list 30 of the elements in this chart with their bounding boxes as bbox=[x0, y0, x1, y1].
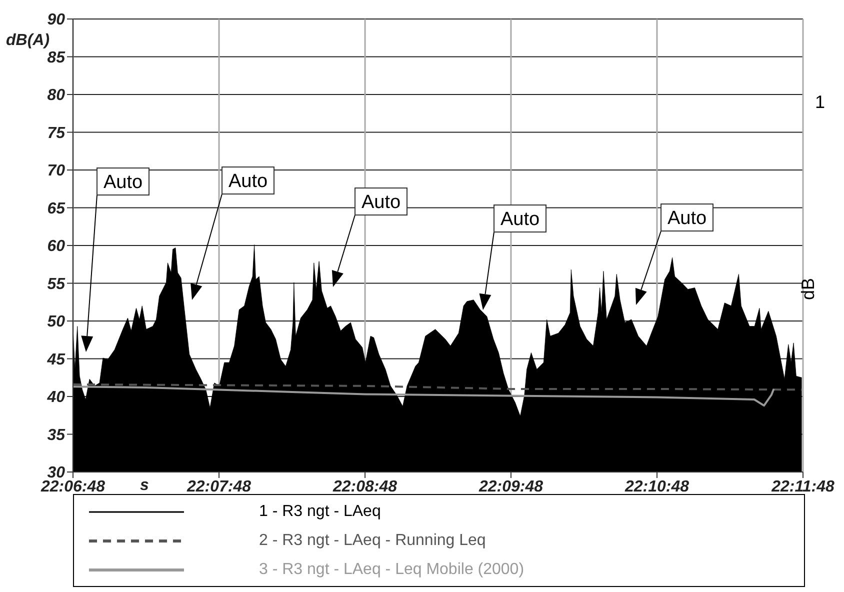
annotation: Auto bbox=[228, 171, 268, 192]
x-axis-title: s bbox=[140, 477, 149, 495]
y-axis-title: dB(A) bbox=[6, 32, 50, 50]
y-tick-label: 80 bbox=[47, 87, 66, 104]
series-label: 1 - R3 ngt - LAeq bbox=[259, 502, 381, 520]
x-tick-label: 22:06:48 bbox=[40, 478, 106, 496]
y-tick-label: 50 bbox=[47, 314, 66, 331]
x-tick-label: 22:09:48 bbox=[478, 478, 544, 496]
y-tick-label: 40 bbox=[46, 389, 66, 406]
x-tick-label: 22:07:48 bbox=[186, 478, 252, 496]
line-series bbox=[73, 386, 775, 407]
y-tick-label: 75 bbox=[47, 124, 66, 142]
y-tick-label: 70 bbox=[47, 162, 66, 180]
y-tick-label: 65 bbox=[47, 200, 66, 218]
annotation: dB bbox=[798, 278, 819, 300]
annotation: Auto bbox=[361, 192, 401, 213]
legend-box: 1 - R3 ngt - LAeq 2 - R3 ngt - LAeq - Running Leq 3 - R3 ngt - LAeq - Leq Mobile (2000) bbox=[73, 494, 805, 587]
annotation: Auto bbox=[103, 172, 143, 193]
y-tick-label: 45 bbox=[46, 351, 66, 368]
x-tick-label: 22:08:48 bbox=[332, 478, 398, 496]
text: 1 bbox=[815, 92, 826, 113]
annotation: Auto bbox=[500, 209, 540, 230]
x-tick-label: 22:10:48 bbox=[624, 478, 690, 496]
y-tick-label: 90 bbox=[47, 12, 66, 29]
y-tick-label: 55 bbox=[47, 276, 66, 293]
y-tick-label: 60 bbox=[47, 238, 66, 256]
x-tick-label: 22:11:48 bbox=[770, 478, 835, 496]
annotation: Auto bbox=[667, 208, 707, 229]
y-tick-label: 85 bbox=[47, 49, 66, 66]
y-tick-label: 35 bbox=[47, 426, 66, 444]
